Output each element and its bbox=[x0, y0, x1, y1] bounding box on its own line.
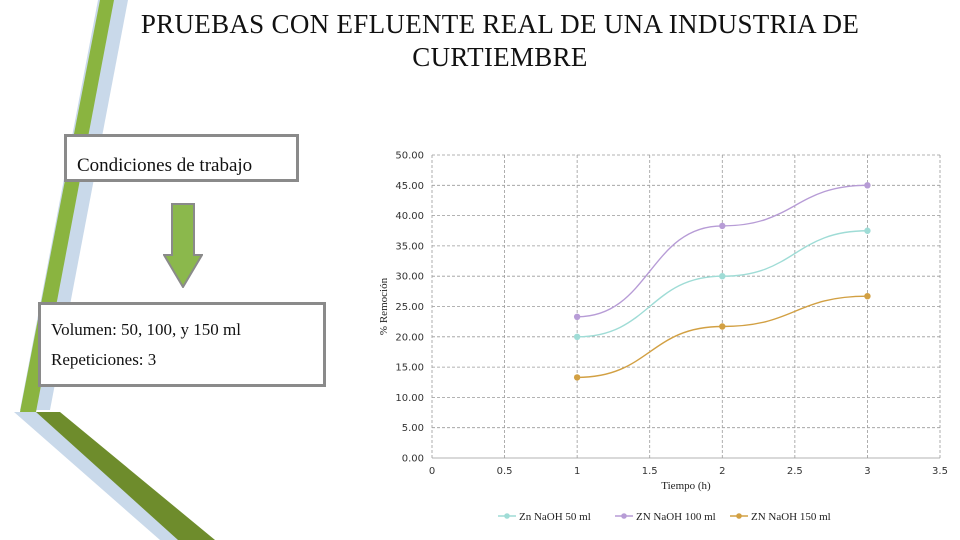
y-tick-label: 40.00 bbox=[395, 211, 424, 222]
x-axis-ticks: 0 0.5 1 1.5 2 2.5 3 3.5 bbox=[429, 466, 948, 477]
data-point bbox=[573, 333, 581, 340]
y-tick-label: 30.00 bbox=[395, 272, 424, 283]
y-axis-ticks: 0.00 5.00 10.00 15.00 20.00 25.00 30.00 35.00 40… bbox=[395, 151, 424, 465]
x-axis-label: Tiempo (h) bbox=[661, 480, 711, 492]
y-tick-label: 25.00 bbox=[395, 302, 424, 313]
legend-label: Zn NaOH 50 ml bbox=[519, 511, 591, 523]
x-tick-label: 0 bbox=[429, 466, 435, 477]
legend-label: ZN NaOH 150 ml bbox=[751, 511, 831, 523]
chart-series bbox=[573, 182, 871, 381]
parameters-box: Volumen: 50, 100, y 150 ml Repeticiones:… bbox=[38, 302, 326, 387]
legend-label: ZN NaOH 100 ml bbox=[636, 511, 716, 523]
x-tick-label: 3.5 bbox=[932, 466, 948, 477]
y-tick-label: 0.00 bbox=[402, 454, 424, 465]
y-tick-label: 15.00 bbox=[395, 363, 424, 374]
x-tick-label: 3 bbox=[864, 466, 870, 477]
legend-marker bbox=[504, 513, 510, 519]
y-tick-label: 35.00 bbox=[395, 241, 424, 252]
legend-marker bbox=[621, 513, 627, 519]
data-point bbox=[864, 182, 871, 189]
y-tick-label: 50.00 bbox=[395, 151, 424, 162]
chart-legend: Zn NaOH 50 ml ZN NaOH 100 ml ZN NaOH 150 m… bbox=[498, 511, 831, 523]
conditions-box: Condiciones de trabajo bbox=[64, 134, 299, 182]
slide-title: PRUEBAS CON EFLUENTE REAL DE UNA INDUSTR… bbox=[140, 9, 860, 72]
x-tick-label: 1.5 bbox=[642, 466, 658, 477]
x-tick-label: 2.5 bbox=[787, 466, 803, 477]
data-point bbox=[864, 227, 871, 234]
y-axis-label: % Remoción bbox=[378, 277, 390, 335]
down-arrow-icon bbox=[163, 203, 203, 288]
data-point bbox=[719, 222, 726, 230]
x-tick-label: 1 bbox=[574, 466, 580, 477]
removal-chart: 0.00 5.00 10.00 15.00 20.00 25.00 30.00 35.00 40… bbox=[378, 151, 948, 524]
y-tick-label: 45.00 bbox=[395, 181, 424, 192]
conditions-label: Condiciones de trabajo bbox=[77, 155, 253, 176]
repetitions-text: Repeticiones: 3 bbox=[51, 350, 157, 369]
dark-green-triangle bbox=[36, 412, 215, 540]
chart-grid bbox=[431, 154, 941, 459]
data-point bbox=[573, 374, 581, 381]
volume-text: Volumen: 50, 100, y 150 ml bbox=[51, 320, 241, 339]
x-tick-label: 0.5 bbox=[497, 466, 513, 477]
data-point bbox=[864, 292, 871, 300]
legend-marker bbox=[736, 513, 742, 519]
data-point bbox=[719, 323, 726, 330]
y-tick-label: 20.00 bbox=[395, 332, 424, 343]
data-point bbox=[573, 313, 581, 321]
y-tick-label: 10.00 bbox=[395, 393, 424, 404]
data-point bbox=[719, 273, 726, 280]
light-blue-lower-band bbox=[14, 412, 185, 540]
y-tick-label: 5.00 bbox=[402, 423, 424, 434]
x-tick-label: 2 bbox=[719, 466, 725, 477]
